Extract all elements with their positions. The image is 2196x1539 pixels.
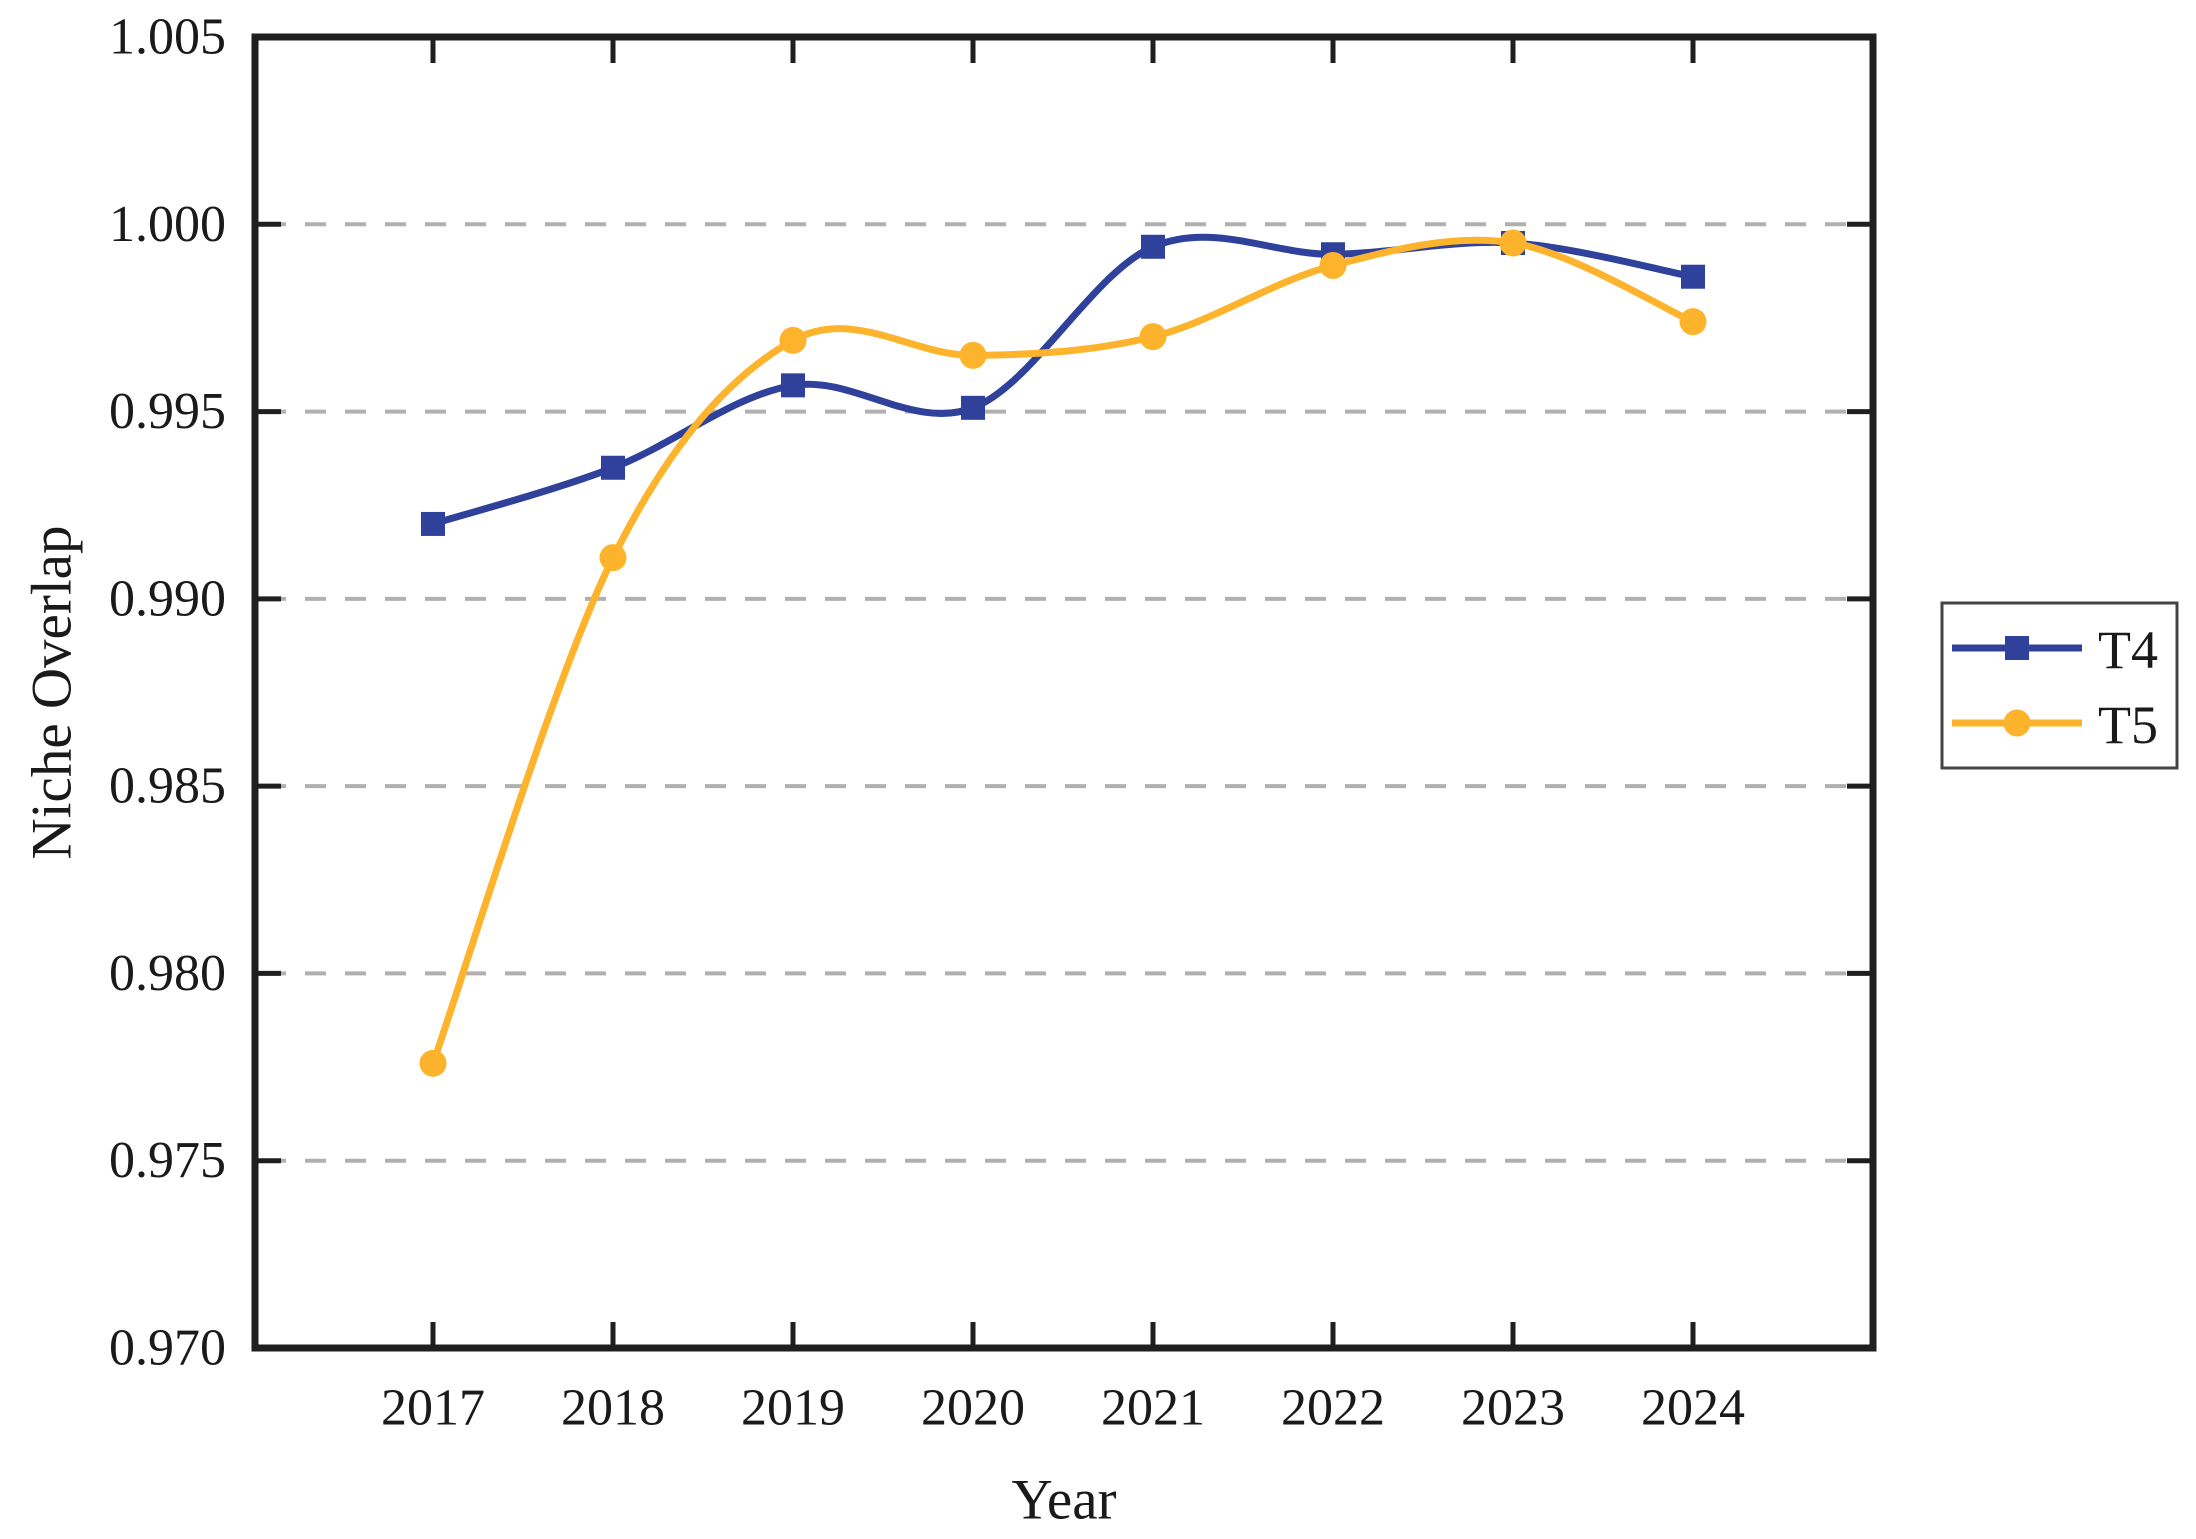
- legend-marker-t5: [2003, 709, 2031, 737]
- data-point-t5-2019: [779, 326, 807, 354]
- legend-label-t5: T5: [2098, 695, 2158, 755]
- x-tick-label: 2022: [1281, 1380, 1385, 1437]
- x-tick-label: 2024: [1641, 1380, 1745, 1437]
- y-tick-label: 0.975: [109, 1132, 226, 1189]
- data-point-t5-2024: [1679, 308, 1707, 336]
- data-point-t5-2023: [1499, 229, 1527, 257]
- legend-entry-t4: [1952, 636, 2082, 660]
- x-tick-label: 2019: [741, 1380, 845, 1437]
- legend-label-t4: T4: [2098, 620, 2158, 680]
- y-tick-label: 1.000: [109, 196, 226, 253]
- data-point-t4-2018: [601, 455, 625, 480]
- legend-box: [1940, 601, 2179, 770]
- legend: [1940, 601, 2179, 770]
- data-point-t4-2020: [961, 395, 985, 420]
- axis-ticks-group: [255, 37, 1873, 1348]
- data-point-t5-2017: [419, 1049, 447, 1077]
- data-point-t5-2021: [1139, 323, 1167, 351]
- y-tick-label: 0.985: [109, 758, 226, 815]
- data-point-t5-2022: [1319, 251, 1347, 279]
- gridlines-group: [265, 222, 1863, 1163]
- legend-marker-t4: [2005, 636, 2029, 660]
- data-point-t4-2024: [1681, 264, 1705, 289]
- x-tick-label: 2018: [561, 1380, 665, 1437]
- x-axis-title: Year: [1011, 1469, 1116, 1532]
- data-point-t4-2021: [1141, 234, 1165, 259]
- y-axis-title: Niche Overlap: [21, 526, 84, 860]
- legend-entry-t5: [1952, 709, 2082, 737]
- x-tick-label: 2017: [381, 1380, 485, 1437]
- series-t5: [419, 229, 1707, 1077]
- x-tick-label: 2023: [1461, 1380, 1565, 1437]
- x-tick-label: 2020: [921, 1380, 1025, 1437]
- data-point-t4-2019: [781, 373, 805, 398]
- y-tick-label: 0.980: [109, 945, 226, 1002]
- y-tick-label: 0.970: [109, 1320, 226, 1377]
- data-point-t5-2018: [599, 544, 627, 572]
- y-tick-label: 1.005: [109, 9, 226, 66]
- data-point-t5-2020: [959, 341, 987, 369]
- y-tick-label: 0.990: [109, 570, 226, 627]
- plot-border: [251, 33, 1877, 1352]
- data-point-t4-2017: [421, 511, 445, 536]
- x-tick-label: 2021: [1101, 1380, 1205, 1437]
- y-tick-label: 0.995: [109, 383, 226, 440]
